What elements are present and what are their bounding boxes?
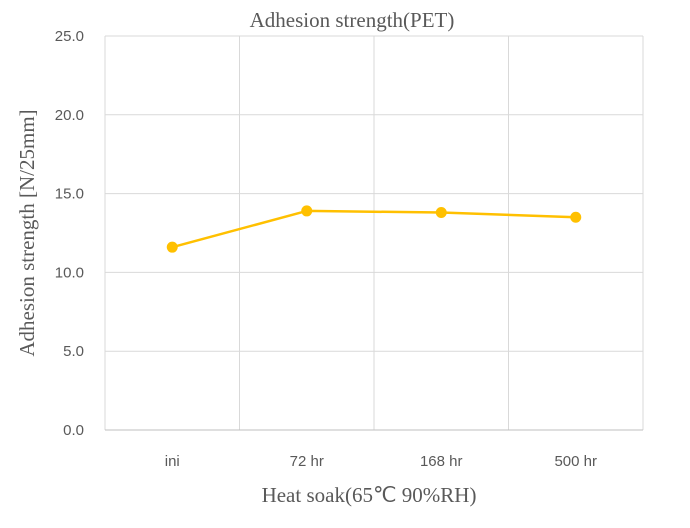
y-tick-label: 15.0 [55,186,84,203]
series-line [171,209,576,249]
data-point [570,211,582,223]
x-axis-label: Heat soak(65℃ 90%RH) [262,483,477,507]
gridlines [104,35,644,430]
data-point [166,241,178,253]
x-tick-label: 72 hr [290,453,324,470]
y-tick-label: 25.0 [55,28,84,45]
data-point [435,207,447,219]
y-tick-label: 10.0 [55,264,84,281]
y-axis-label: Adhesion strength [N/25mm] [15,109,39,356]
y-tick-label: 5.0 [63,343,84,360]
x-tick-label: 168 hr [420,453,463,470]
y-tick-label: 20.0 [55,107,84,124]
x-tick-label: ini [165,453,180,470]
chart-title: Adhesion strength(PET) [250,8,455,32]
series [166,205,582,253]
x-tick-labels: ini 72 hr 168 hr 500 hr [165,453,597,470]
x-tick-label: 500 hr [554,453,597,470]
y-tick-label: 0.0 [63,422,84,439]
data-point [301,205,313,217]
y-tick-labels: 0.0 5.0 10.0 15.0 20.0 25.0 [55,28,84,439]
